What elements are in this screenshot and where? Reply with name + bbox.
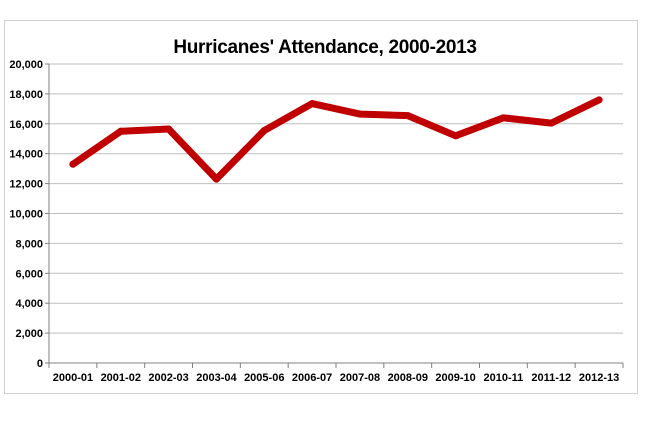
y-tick-label: 18,000	[9, 89, 43, 101]
series-line	[69, 96, 603, 183]
data-point	[595, 96, 603, 104]
x-tick-label: 2009-10	[435, 372, 475, 384]
data-point	[69, 160, 77, 168]
y-tick-label: 0	[37, 358, 43, 370]
y-tick-label: 8,000	[15, 238, 43, 250]
y-tick-label: 10,000	[9, 209, 43, 221]
y-tick-label: 16,000	[9, 119, 43, 131]
data-point	[452, 132, 460, 140]
y-tick-label: 20,000	[9, 59, 43, 71]
x-tick-label: 2001-02	[101, 372, 141, 384]
x-tick-labels: 2000-01 2001-02 2002-03 2003-04 2005-06 2006-…	[53, 372, 620, 384]
x-tick-label: 2012-13	[579, 372, 619, 384]
data-point	[547, 119, 555, 127]
data-point	[308, 100, 316, 108]
x-tick-label: 2010-11	[484, 372, 524, 384]
x-tick-label: 2005-06	[244, 372, 284, 384]
y-tick-label: 2,000	[15, 328, 43, 340]
data-point	[165, 125, 173, 133]
x-tick-label: 2006-07	[292, 372, 332, 384]
y-tick-label: 14,000	[9, 149, 43, 161]
y-tick-labels: 0 2,000 4,000 6,000 8,000 10,000 12,000 14,000 1…	[9, 59, 43, 370]
y-tick-label: 4,000	[15, 298, 43, 310]
data-point	[117, 127, 125, 135]
x-tick-label: 2003-04	[196, 372, 237, 384]
x-tick-label: 2007-08	[340, 372, 380, 384]
data-point	[356, 110, 364, 118]
series-layer	[69, 96, 603, 183]
data-point	[260, 127, 268, 135]
axes	[45, 63, 624, 368]
gridlines	[49, 63, 623, 334]
y-tick-label: 6,000	[15, 268, 43, 280]
x-tick-label: 2011-12	[531, 372, 571, 384]
data-point	[499, 114, 507, 122]
chart-title: Hurricanes' Attendance, 2000-2013	[173, 37, 477, 58]
chart-frame	[4, 20, 638, 394]
x-tick-label: 2002-03	[148, 372, 188, 384]
y-tick-label: 12,000	[9, 179, 43, 191]
data-point	[404, 112, 412, 120]
data-point	[212, 175, 220, 183]
x-tick-label: 2000-01	[53, 372, 93, 384]
x-tick-label: 2008-09	[388, 372, 428, 384]
